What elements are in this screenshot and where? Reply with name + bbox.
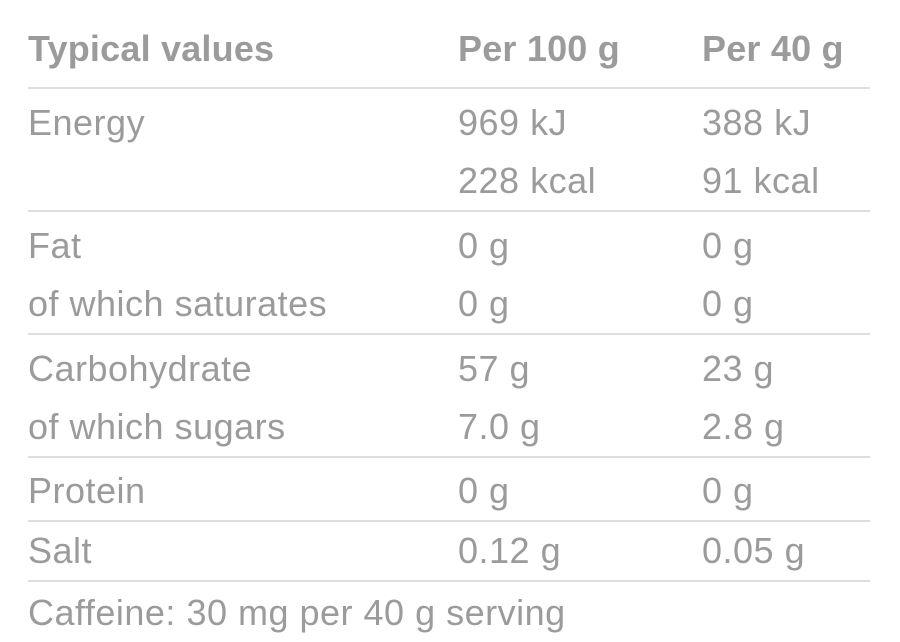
column-header-per-40g: Per 40 g xyxy=(702,27,844,69)
table-row-sugars: of which sugars 7.0 g 2.8 g xyxy=(28,398,870,456)
cell-per40: 0.05 g xyxy=(702,530,806,571)
cell-per40: 23 g xyxy=(702,348,775,389)
cell-label: of which saturates xyxy=(28,283,328,324)
cell-label: Protein xyxy=(28,470,146,511)
cell-label: of which sugars xyxy=(28,406,286,447)
cell-per40: 2.8 g xyxy=(702,406,785,447)
column-header-per-100g: Per 100 g xyxy=(458,27,620,69)
row-group-energy: Energy 969 kJ 388 kJ 228 kcal 91 kcal xyxy=(28,89,870,212)
cell-per40: 0 g xyxy=(702,225,754,266)
table-row-fat: Fat 0 g 0 g xyxy=(28,217,870,275)
column-header-typical-values: Typical values xyxy=(28,27,275,69)
table-row-salt: Salt 0.12 g 0.05 g xyxy=(28,522,870,580)
cell-per100: 0 g xyxy=(458,470,510,511)
row-group-salt: Salt 0.12 g 0.05 g xyxy=(28,522,870,582)
cell-per40: 0 g xyxy=(702,470,754,511)
table-row-carbohydrate: Carbohydrate 57 g 23 g xyxy=(28,340,870,398)
cell-per100: 0 g xyxy=(458,225,510,266)
table-row-energy-kcal: 228 kcal 91 kcal xyxy=(28,152,870,210)
cell-label: Fat xyxy=(28,225,82,266)
cell-per100: 7.0 g xyxy=(458,406,541,447)
row-group-protein: Protein 0 g 0 g xyxy=(28,458,870,522)
cell-per100: 969 kJ xyxy=(458,102,568,143)
caffeine-note: Caffeine: 30 mg per 40 g serving xyxy=(28,592,566,633)
nutrition-table: Typical values Per 100 g Per 40 g Energy… xyxy=(28,0,870,642)
row-group-fat: Fat 0 g 0 g of which saturates 0 g 0 g xyxy=(28,212,870,335)
cell-label: Salt xyxy=(28,530,93,571)
cell-per100: 0.12 g xyxy=(458,530,562,571)
cell-per40: 91 kcal xyxy=(702,160,820,201)
cell-per100: 0 g xyxy=(458,283,510,324)
table-row-saturates: of which saturates 0 g 0 g xyxy=(28,275,870,333)
table-header-row: Typical values Per 100 g Per 40 g xyxy=(28,0,870,89)
cell-per40: 0 g xyxy=(702,283,754,324)
cell-label: Energy xyxy=(28,102,146,143)
cell-per100: 228 kcal xyxy=(458,160,597,201)
table-row-protein: Protein 0 g 0 g xyxy=(28,462,870,520)
cell-per100: 57 g xyxy=(458,348,531,389)
row-group-carbohydrate: Carbohydrate 57 g 23 g of which sugars 7… xyxy=(28,335,870,458)
cell-per40: 388 kJ xyxy=(702,102,812,143)
cell-label: Carbohydrate xyxy=(28,348,253,389)
table-row-energy: Energy 969 kJ 388 kJ xyxy=(28,94,870,152)
